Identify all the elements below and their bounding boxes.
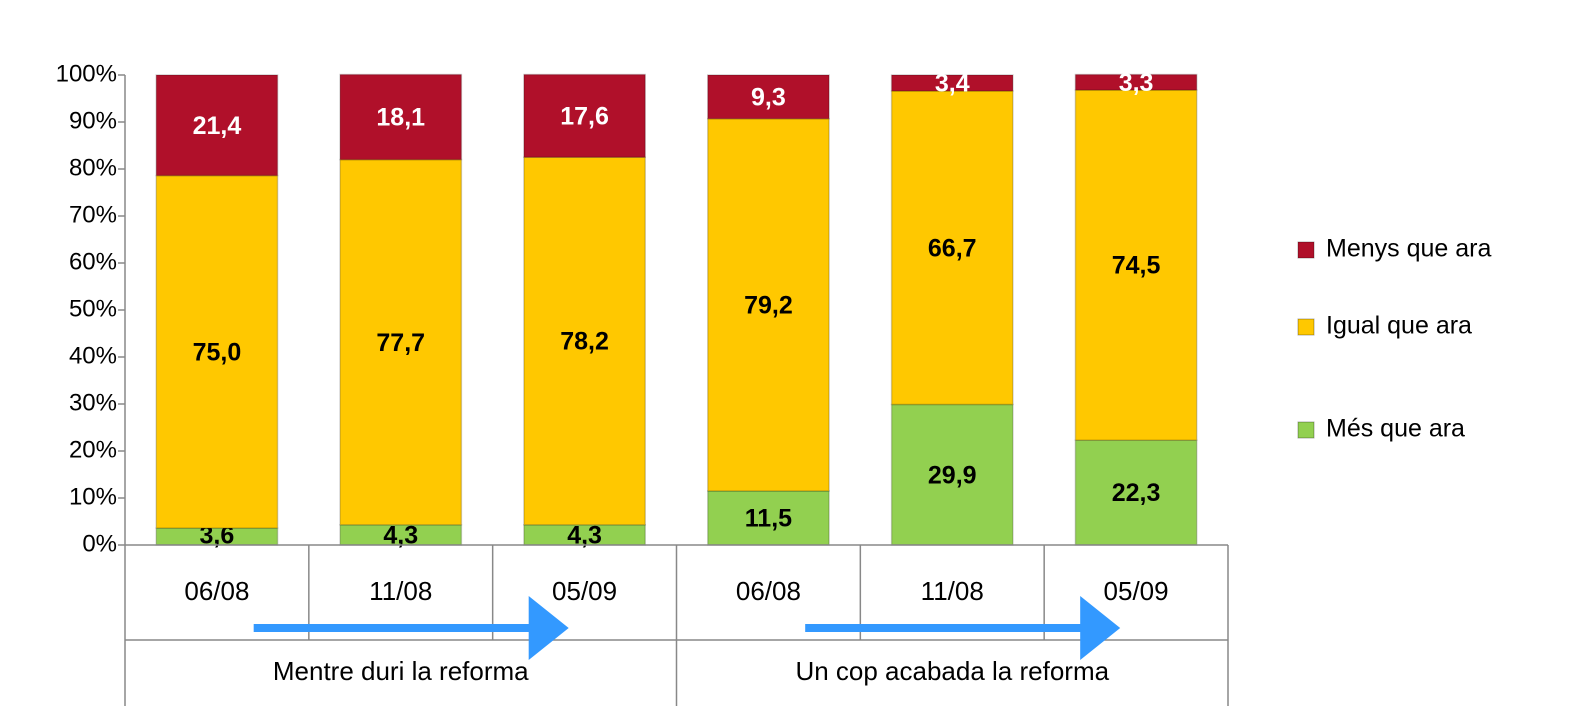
legend-swatch: [1297, 318, 1315, 336]
group-label: Mentre duri la reforma: [273, 656, 529, 686]
bar-segment: [155, 74, 279, 177]
y-tick-label: 80%: [69, 154, 117, 181]
value-label: 18,1: [376, 104, 425, 132]
value-label: 9,3: [751, 83, 786, 111]
bar-segment: [890, 74, 1014, 92]
bar-segment: [523, 156, 646, 526]
legend-label: Menys que ara: [1326, 235, 1491, 263]
y-tick-label: 60%: [69, 248, 117, 275]
y-tick-label: 100%: [56, 60, 117, 87]
legend-label: Més que ara: [1326, 415, 1465, 443]
legend-swatch: [1297, 421, 1315, 439]
value-label: 79,2: [744, 291, 793, 319]
x-tick-label: 11/08: [369, 576, 432, 606]
bar-segment: [1074, 439, 1198, 546]
x-tick-label: 06/08: [736, 576, 801, 606]
bar-segment: [339, 73, 463, 161]
bar-segment: [890, 403, 1014, 546]
x-tick-label: 05/09: [1104, 576, 1169, 606]
bar-segment: [707, 117, 830, 492]
value-label: 29,9: [928, 461, 977, 489]
value-label: 74,5: [1112, 252, 1161, 280]
y-tick-label: 20%: [69, 436, 117, 463]
bar-segment: [523, 73, 646, 158]
x-tick-label: 06/08: [184, 576, 249, 606]
value-label: 66,7: [928, 234, 977, 262]
y-tick-label: 0%: [82, 530, 117, 557]
legend-label: Igual que ara: [1326, 312, 1472, 340]
bar-segment: [1074, 89, 1198, 441]
bar-segment: [339, 158, 463, 526]
y-tick-label: 70%: [69, 201, 117, 228]
y-tick-label: 40%: [69, 342, 117, 369]
value-label: 3,3: [1119, 69, 1154, 97]
bar-segment: [1074, 73, 1198, 91]
value-label: 77,7: [376, 329, 425, 357]
value-label: 22,3: [1112, 479, 1161, 507]
bar-segment: [890, 90, 1014, 406]
value-label: 3,4: [935, 70, 970, 98]
x-tick-label: 11/08: [921, 576, 984, 606]
value-label: 78,2: [560, 328, 609, 356]
y-tick-label: 90%: [69, 107, 117, 134]
y-tick-label: 10%: [69, 483, 117, 510]
x-tick-label: 05/09: [552, 576, 617, 606]
y-tick-label: 50%: [69, 295, 117, 322]
legend-swatch: [1297, 241, 1315, 259]
bar-segment: [707, 74, 830, 120]
value-label: 21,4: [193, 112, 242, 140]
value-label: 11,5: [745, 505, 792, 533]
group-label: Un cop acabada la reforma: [795, 656, 1109, 686]
y-tick-label: 30%: [69, 389, 117, 416]
value-label: 17,6: [560, 102, 609, 130]
value-label: 75,0: [193, 338, 242, 366]
